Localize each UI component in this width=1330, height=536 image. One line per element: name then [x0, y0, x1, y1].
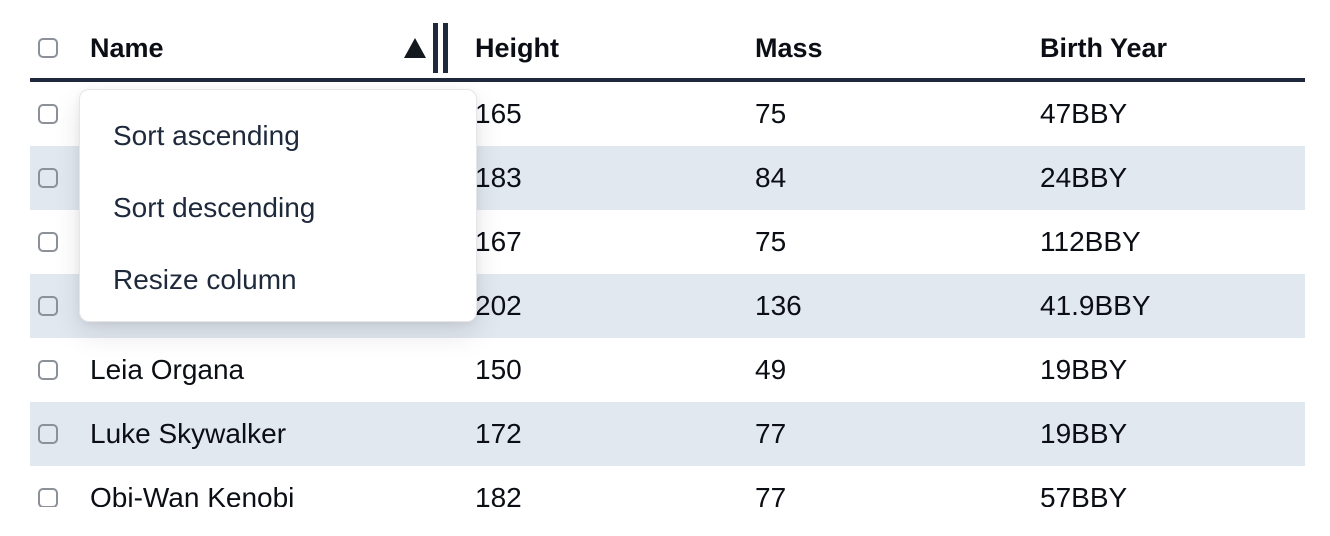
cell-birth-year: 41.9BBY: [1040, 290, 1151, 321]
cell-height: 150: [475, 354, 522, 385]
row-checkbox[interactable]: [38, 360, 58, 380]
cell-mass: 75: [755, 98, 787, 129]
cell-birth-year: 112BBY: [1040, 226, 1141, 257]
cell-name: Obi-Wan Kenobi: [90, 482, 295, 507]
cell-mass: 75: [755, 226, 787, 257]
column-resize-handle[interactable]: [433, 23, 448, 73]
cell-name: Leia Organa: [90, 354, 245, 385]
cell-birth-year: 47BBY: [1040, 98, 1128, 129]
column-header-name-label: Name: [90, 32, 164, 63]
cell-mass: 136: [755, 290, 802, 321]
cell-name: Luke Skywalker: [90, 418, 287, 449]
sort-ascending-icon: [404, 38, 426, 58]
cell-height: 182: [475, 482, 522, 507]
table-row: 165 75 47BBY: [30, 82, 1305, 146]
table-row: Luke Skywalker 172 77 19BBY: [30, 402, 1305, 466]
row-checkbox[interactable]: [38, 296, 58, 316]
column-header-height[interactable]: Height: [475, 32, 559, 63]
table-row: Obi-Wan Kenobi 182 77 57BBY: [30, 466, 1305, 507]
column-header-name[interactable]: Name: [80, 23, 448, 73]
row-checkbox[interactable]: [38, 424, 58, 444]
cell-mass: 84: [755, 162, 787, 193]
table-row: Leia Organa 150 49 19BBY: [30, 338, 1305, 402]
cell-birth-year: 19BBY: [1040, 354, 1128, 385]
cell-height: 183: [475, 162, 522, 193]
menu-item-sort-descending[interactable]: Sort descending: [113, 192, 316, 223]
column-header-menu: Sort ascending Sort descending Resize co…: [79, 89, 477, 322]
cell-mass: 77: [755, 418, 787, 449]
menu-item-sort-ascending[interactable]: Sort ascending: [113, 120, 300, 151]
table-row: 167 75 112BBY: [30, 210, 1305, 274]
cell-height: 165: [475, 98, 522, 129]
cell-mass: 49: [755, 354, 787, 385]
row-checkbox[interactable]: [38, 232, 58, 252]
cell-birth-year: 24BBY: [1040, 162, 1128, 193]
header-checkbox-cell: [30, 38, 80, 58]
cell-height: 202: [475, 290, 522, 321]
row-checkbox[interactable]: [38, 168, 58, 188]
row-checkbox[interactable]: [38, 488, 58, 507]
resize-bar-icon: [443, 23, 448, 73]
table-header-row: Name Height Mass Birth Year: [30, 18, 1305, 82]
cell-mass: 77: [755, 482, 787, 507]
select-all-checkbox[interactable]: [38, 38, 58, 58]
cell-birth-year: 57BBY: [1040, 482, 1128, 507]
column-header-mass[interactable]: Mass: [755, 32, 823, 63]
cell-birth-year: 19BBY: [1040, 418, 1128, 449]
row-checkbox[interactable]: [38, 104, 58, 124]
menu-item-resize-column[interactable]: Resize column: [113, 264, 297, 295]
cell-height: 172: [475, 418, 522, 449]
resize-bar-icon: [433, 23, 438, 73]
column-header-birth-year[interactable]: Birth Year: [1040, 32, 1168, 63]
cell-height: 167: [475, 226, 522, 257]
